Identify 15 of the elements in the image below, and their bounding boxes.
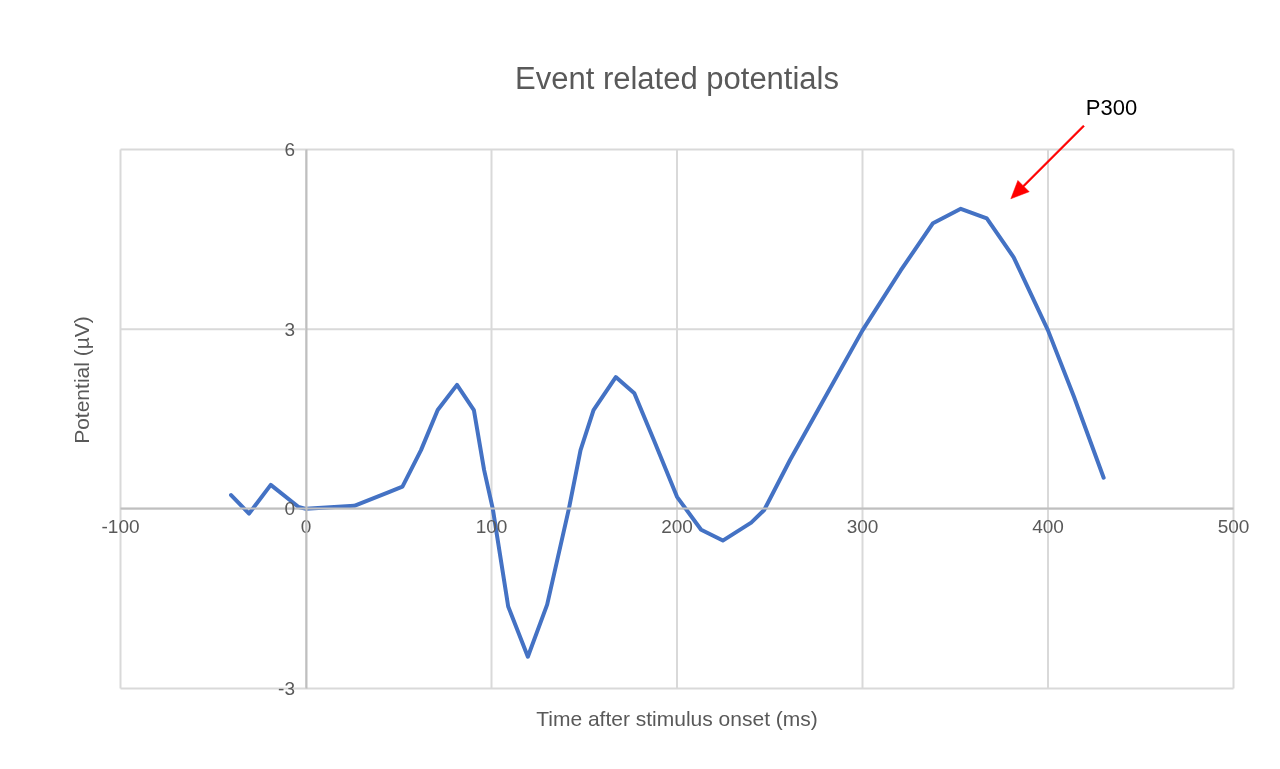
x-tick-label: 0 bbox=[300, 515, 312, 537]
y-tick-label: 6 bbox=[284, 139, 296, 160]
x-axis-title: Time after stimulus onset (ms) bbox=[536, 706, 818, 730]
x-tick-label: 300 bbox=[846, 515, 879, 537]
x-tick-label: 200 bbox=[661, 515, 693, 537]
y-axis-title: Potential (µV) bbox=[69, 316, 93, 444]
y-tick-label: -3 bbox=[278, 678, 296, 699]
x-tick-label: 500 bbox=[1217, 515, 1250, 537]
text: P300 bbox=[1085, 94, 1138, 120]
x-tick-label: 400 bbox=[1032, 515, 1064, 537]
y-tick-label: 0 bbox=[284, 498, 296, 520]
line-series bbox=[229, 206, 1106, 659]
x-tick-label: -100 bbox=[101, 515, 140, 537]
y-tick-label: 3 bbox=[284, 318, 296, 340]
chart-title: Event related potentials bbox=[515, 61, 840, 96]
